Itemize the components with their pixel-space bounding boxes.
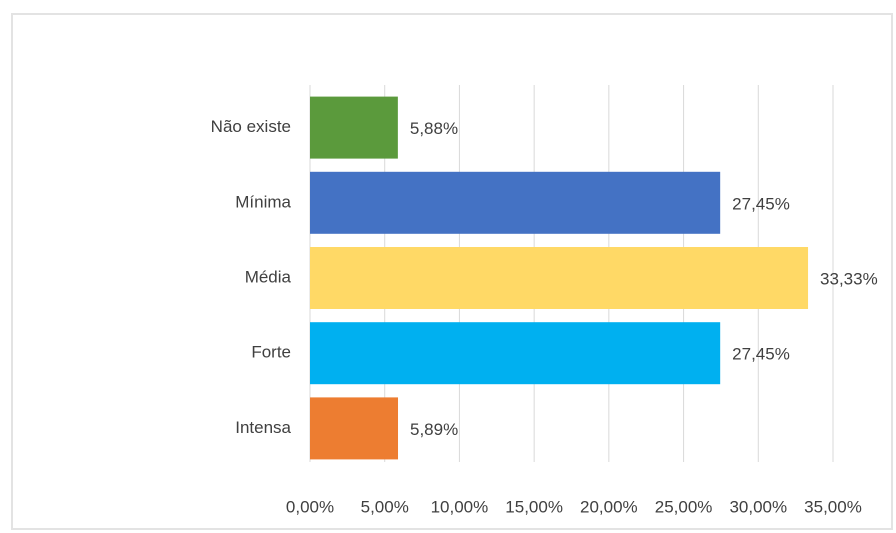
x-tick-label: 30,00% — [729, 497, 787, 516]
x-tick-label: 35,00% — [804, 497, 862, 516]
data-label: 27,45% — [732, 194, 790, 213]
data-label: 5,89% — [410, 420, 458, 439]
data-label: 27,45% — [732, 345, 790, 364]
y-tick-label: Intensa — [235, 418, 291, 437]
y-tick-label: Não existe — [211, 117, 291, 136]
x-tick-label: 5,00% — [361, 497, 409, 516]
bar — [310, 247, 809, 309]
x-tick-label: 20,00% — [580, 497, 638, 516]
data-label: 33,33% — [820, 269, 878, 288]
bar — [310, 322, 721, 385]
x-tick-label: 10,00% — [431, 497, 489, 516]
bar — [310, 96, 398, 159]
data-label: 5,88% — [410, 119, 458, 138]
y-tick-label: Média — [245, 267, 292, 286]
x-tick-label: 15,00% — [505, 497, 563, 516]
y-tick-label: Forte — [251, 343, 291, 362]
x-tick-label: 0,00% — [286, 497, 334, 516]
bar — [310, 171, 721, 234]
bar — [310, 397, 399, 460]
x-tick-label: 25,00% — [655, 497, 713, 516]
y-tick-label: Mínima — [235, 192, 291, 211]
